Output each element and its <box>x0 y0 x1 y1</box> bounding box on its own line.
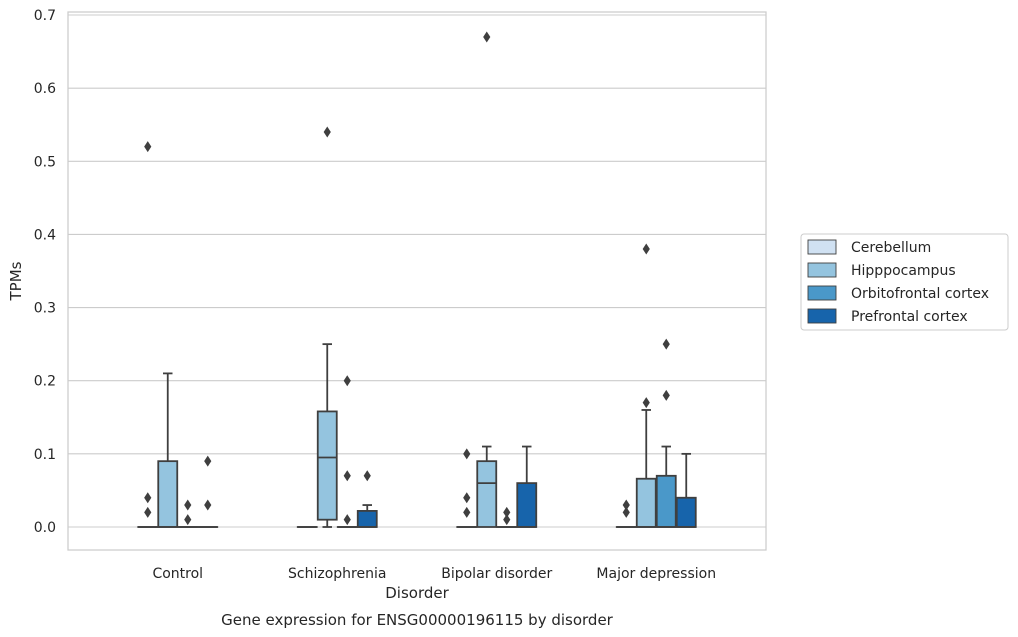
outlier-point <box>483 31 491 43</box>
legend-swatch <box>807 262 837 278</box>
box-prefrontal-cortex <box>516 445 538 528</box>
box-iqr <box>157 460 179 528</box>
box-plot-area <box>137 31 697 528</box>
outlier-point <box>323 126 331 138</box>
box-cerebellum <box>456 448 478 528</box>
chart-caption: Gene expression for ENSG00000196115 by d… <box>221 611 614 629</box>
y-tick-label: 0.6 <box>34 81 56 97</box>
x-tick-label: Major depression <box>596 566 716 582</box>
box-cerebellum <box>137 141 159 528</box>
box-orbitofrontal-cortex <box>496 506 518 528</box>
outlier-point <box>662 338 670 350</box>
box-cerebellum <box>615 499 637 528</box>
x-tick-label: Bipolar disorder <box>441 566 552 582</box>
outlier-point <box>622 499 630 511</box>
outlier-point <box>642 397 650 409</box>
outlier-point <box>343 514 351 526</box>
box-orbitofrontal-cortex <box>336 375 358 528</box>
box-iqr <box>635 477 657 528</box>
box-iqr <box>675 496 697 528</box>
x-tick-label: Control <box>152 566 203 582</box>
legend-entry-label: Cerebellum <box>851 240 931 256</box>
outlier-point <box>184 499 192 511</box>
outlier-point <box>144 492 152 504</box>
legend-entry-label: Prefrontal cortex <box>851 309 968 325</box>
box-prefrontal-cortex <box>356 470 378 528</box>
box-iqr <box>655 474 677 528</box>
outlier-point <box>503 514 511 526</box>
outlier-point <box>662 389 670 401</box>
box-hipppocampus <box>316 126 338 528</box>
y-axis-ticks: 0.0 0.1 0.2 0.3 0.4 0.5 0.6 0.7 <box>34 8 56 536</box>
outlier-point <box>622 506 630 518</box>
outlier-point <box>463 448 471 460</box>
y-tick-label: 0.0 <box>34 520 56 536</box>
outlier-point <box>343 375 351 387</box>
outlier-point <box>144 506 152 518</box>
x-axis-ticks: Control Schizophrenia Bipolar disorder Majo… <box>152 566 716 582</box>
outlier-point <box>204 499 212 511</box>
x-tick-label: Schizophrenia <box>288 566 386 582</box>
box-iqr <box>316 410 338 521</box>
legend-swatch <box>807 239 837 255</box>
box-hipppocampus <box>476 31 498 528</box>
box-orbitofrontal-cortex <box>177 499 199 528</box>
outlier-point <box>463 492 471 504</box>
y-tick-label: 0.1 <box>34 447 56 463</box>
x-axis-label: Disorder <box>385 584 449 602</box>
outlier-point <box>363 470 371 482</box>
outlier-point <box>463 506 471 518</box>
outlier-point <box>642 243 650 255</box>
box-hipppocampus <box>635 243 657 528</box>
y-tick-label: 0.2 <box>34 374 56 390</box>
y-tick-label: 0.3 <box>34 301 56 317</box>
box-prefrontal-cortex <box>675 452 697 528</box>
legend-entry-label: Hipppocampus <box>851 263 956 279</box>
outlier-point <box>144 141 152 153</box>
y-tick-label: 0.4 <box>34 227 56 243</box>
box-orbitofrontal-cortex <box>655 338 677 528</box>
box-hipppocampus <box>157 372 179 528</box>
y-axis-label: TPMs <box>7 261 25 301</box>
box-iqr <box>356 510 378 528</box>
plot-frame <box>67 11 767 551</box>
grid-lines <box>68 14 766 528</box>
outlier-point <box>204 455 212 467</box>
outlier-point <box>503 506 511 518</box>
legend-entry-label: Orbitofrontal cortex <box>851 286 989 302</box>
box-iqr <box>476 460 498 528</box>
legend-swatch <box>807 308 837 324</box>
legend: Cerebellum Hipppocampus Orbitofrontal cort… <box>800 233 1009 331</box>
box-prefrontal-cortex <box>197 455 219 528</box>
legend-swatch <box>807 285 837 301</box>
legend-frame <box>800 233 1009 331</box>
outlier-point <box>343 470 351 482</box>
y-tick-label: 0.7 <box>34 8 56 24</box>
y-tick-label: 0.5 <box>34 154 56 170</box>
box-iqr <box>516 482 538 528</box>
outlier-point <box>184 514 192 526</box>
